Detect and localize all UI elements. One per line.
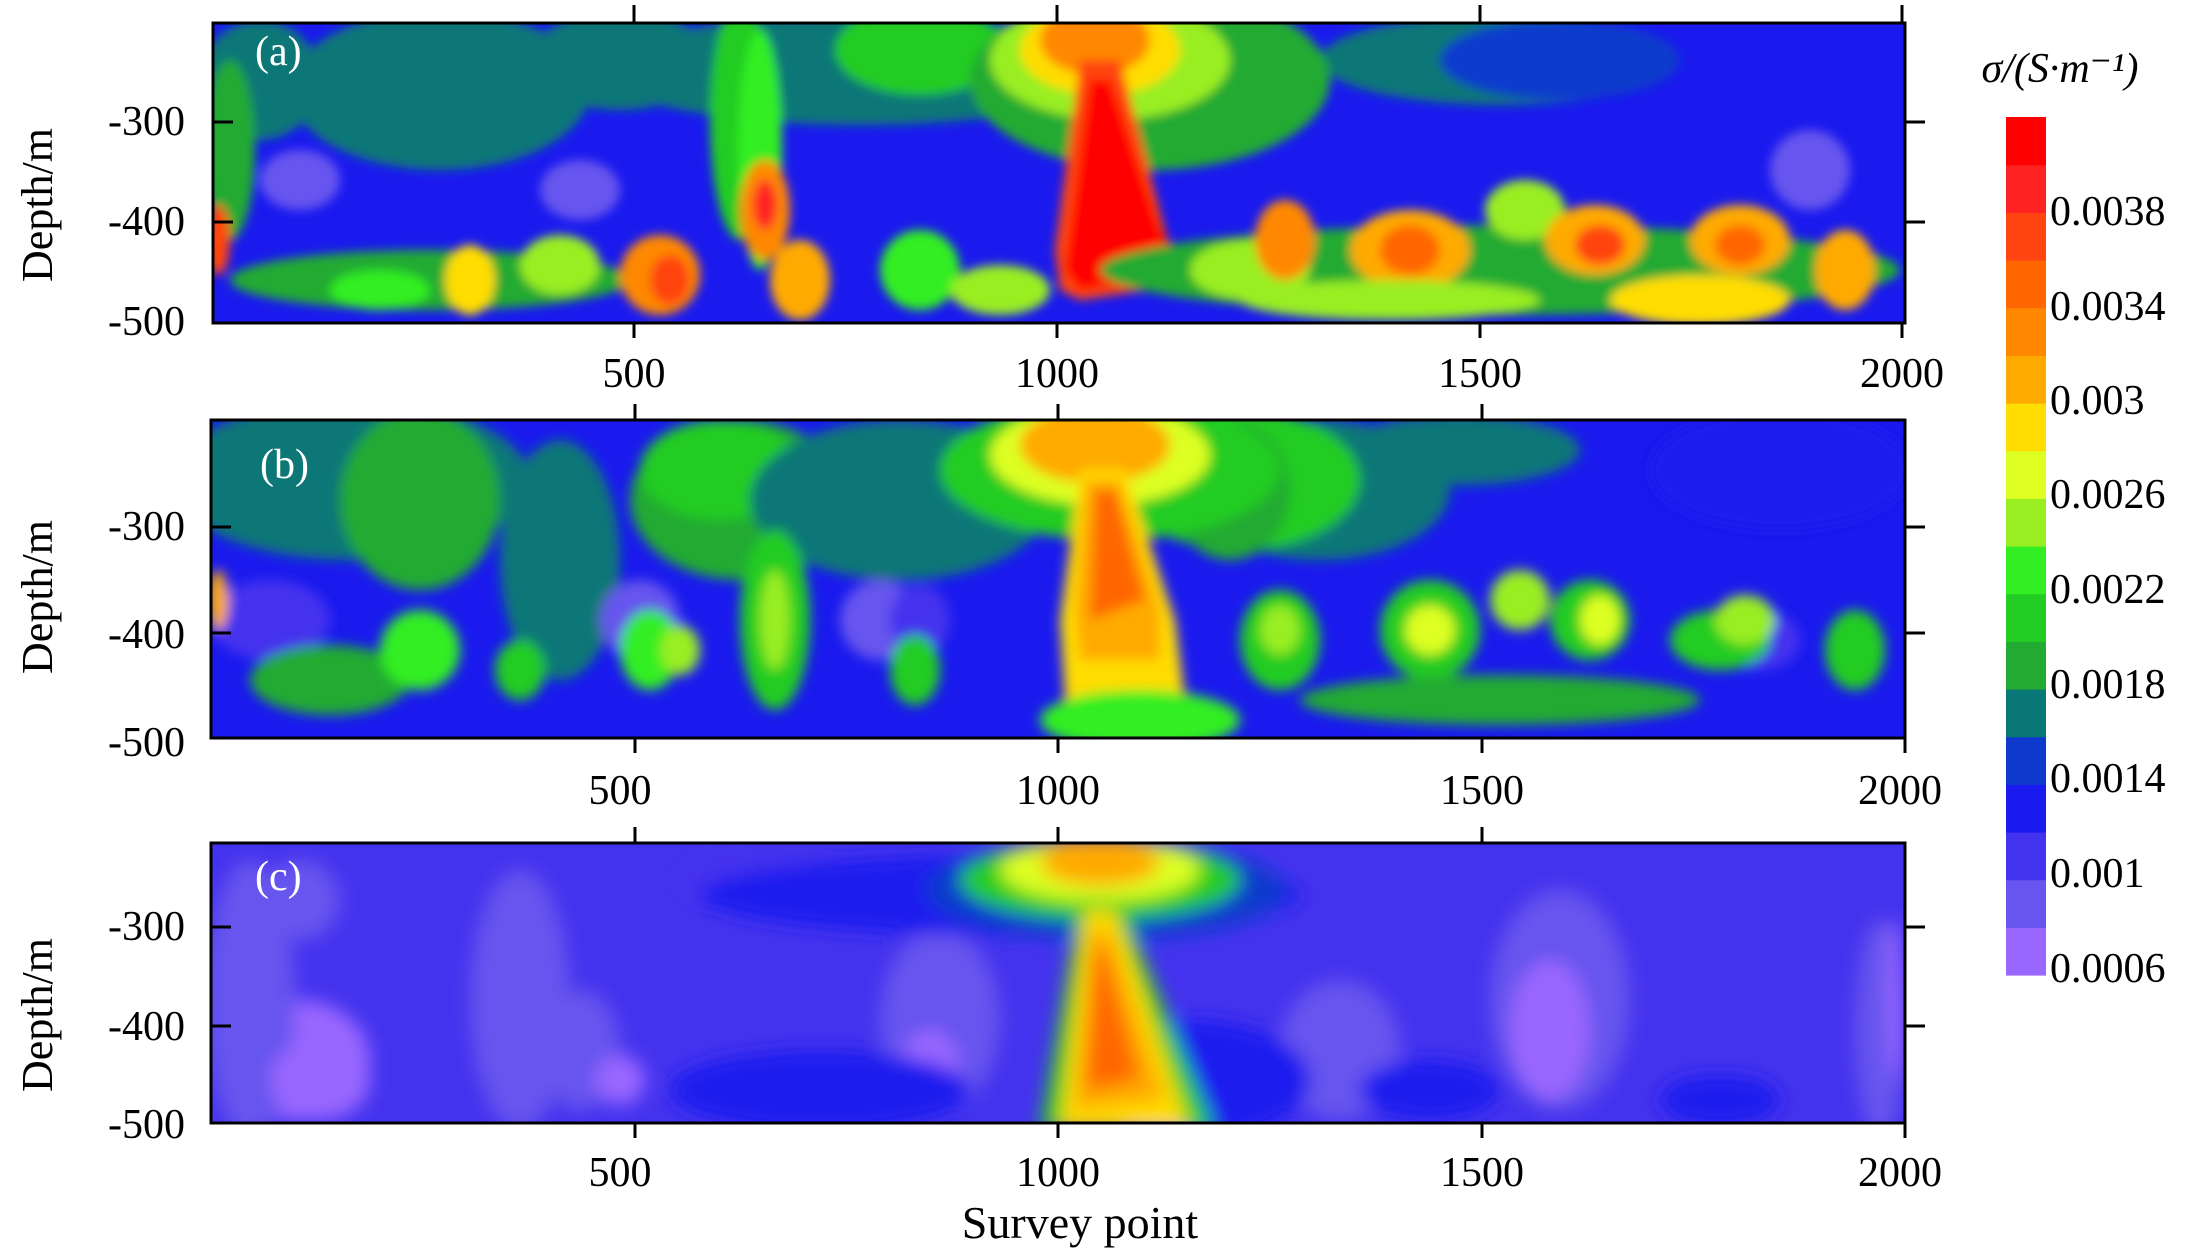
- panel-a: (a) -300 -400 -500 500 1000 1500 2000 De…: [13, 5, 1944, 397]
- colorbar-swatch: [2006, 641, 2046, 690]
- x-ticks-b: [633, 404, 1907, 753]
- x-tick-label: 1500: [1440, 768, 1524, 814]
- heatmap-field-c: [211, 843, 1905, 1123]
- x-tick-label: 2000: [1860, 351, 1944, 397]
- colorbar-swatch: [2006, 879, 2046, 928]
- colorbar-tick-label: 0.0026: [2050, 472, 2166, 518]
- colorbar-swatch: [2006, 164, 2046, 213]
- y-axis-label: Depth/m: [13, 938, 62, 1092]
- colorbar-swatch: [2006, 546, 2046, 595]
- x-tick-label: 500: [603, 351, 666, 397]
- y-ticks-b: [211, 525, 1925, 635]
- y-tick-label: -300: [108, 504, 185, 550]
- colorbar: σ/(S·m⁻¹) 0.0006 0.001 0.0014 0.0018 0.0…: [1982, 46, 2166, 992]
- colorbar-swatches: [2006, 117, 2046, 976]
- colorbar-swatch: [2006, 260, 2046, 309]
- y-axis-label: Depth/m: [13, 128, 62, 282]
- colorbar-swatch: [2006, 927, 2046, 976]
- y-tick-label: -500: [108, 299, 185, 345]
- colorbar-swatch: [2006, 212, 2046, 261]
- colorbar-swatch: [2006, 355, 2046, 404]
- colorbar-swatch: [2006, 689, 2046, 738]
- y-tick-label: -500: [108, 1102, 185, 1148]
- colorbar-tick-label: 0.0006: [2050, 946, 2166, 992]
- y-tick-label: -500: [108, 720, 185, 766]
- heatmap-field-b: [211, 420, 1905, 738]
- colorbar-swatch: [2006, 403, 2046, 452]
- y-ticks-c: [211, 925, 1925, 1028]
- x-tick-label: 500: [589, 1150, 652, 1196]
- x-ticks-a: [632, 5, 1904, 338]
- y-axis-label: Depth/m: [13, 520, 62, 674]
- plot-frame-a: [211, 21, 1907, 325]
- colorbar-swatch: [2006, 593, 2046, 642]
- x-axis-label: Survey point: [962, 1197, 1199, 1248]
- colorbar-swatch: [2006, 450, 2046, 499]
- x-tick-label: 500: [589, 768, 652, 814]
- x-tick-label: 1000: [1015, 351, 1099, 397]
- colorbar-swatch: [2006, 784, 2046, 833]
- panel-label-c: (c): [255, 854, 302, 900]
- colorbar-swatch: [2006, 498, 2046, 547]
- y-tick-label: -300: [108, 904, 185, 950]
- x-ticks-c: [633, 827, 1907, 1138]
- colorbar-tick-label: 0.0018: [2050, 662, 2166, 708]
- x-tick-label: 1500: [1440, 1150, 1524, 1196]
- colorbar-tick-label: 0.0038: [2050, 189, 2166, 235]
- panel-label-a: (a): [255, 29, 302, 75]
- y-tick-label: -400: [108, 1004, 185, 1050]
- x-tick-label: 2000: [1858, 768, 1942, 814]
- colorbar-swatch: [2006, 117, 2046, 166]
- colorbar-tick-label: 0.001: [2050, 851, 2145, 897]
- heatmap-field-a: [213, 23, 1905, 323]
- colorbar-swatch: [2006, 832, 2046, 881]
- panel-b: (b) -300 -400 -500 500 1000 1500 2000 De…: [13, 404, 1942, 814]
- colorbar-title: σ/(S·m⁻¹): [1982, 46, 2139, 92]
- y-tick-label: -400: [108, 612, 185, 658]
- colorbar-tick-label: 0.0014: [2050, 756, 2166, 802]
- colorbar-swatch: [2006, 307, 2046, 356]
- y-tick-label: -400: [108, 199, 185, 245]
- x-tick-label: 1000: [1016, 768, 1100, 814]
- colorbar-tick-label: 0.0034: [2050, 284, 2166, 330]
- y-ticks-a: [213, 120, 1925, 224]
- x-tick-label: 1500: [1438, 351, 1522, 397]
- x-tick-label: 2000: [1858, 1150, 1942, 1196]
- colorbar-tick-label: 0.0022: [2050, 567, 2166, 613]
- colorbar-tick-label: 0.003: [2050, 378, 2145, 424]
- panel-c: (c) -300 -400 -500 500 1000 1500 2000 De…: [13, 827, 1942, 1248]
- panel-label-b: (b): [260, 442, 309, 488]
- colorbar-swatch: [2006, 736, 2046, 785]
- x-tick-label: 1000: [1016, 1150, 1100, 1196]
- y-tick-label: -300: [108, 99, 185, 145]
